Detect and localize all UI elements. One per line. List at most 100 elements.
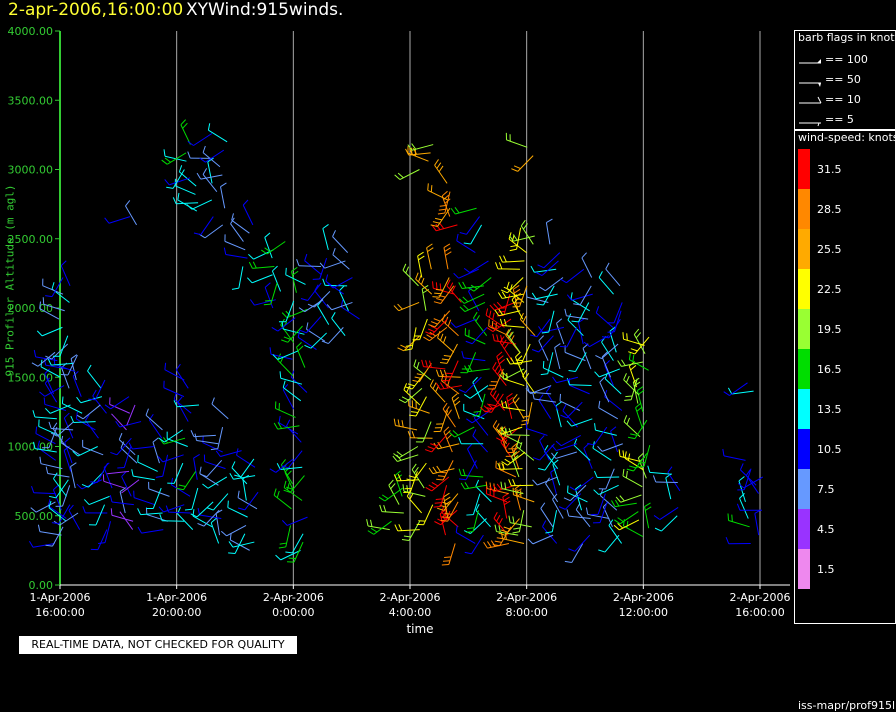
colorbar-row: 19.5 [795, 309, 896, 349]
wind-barb-flag [541, 503, 545, 509]
wind-barb [64, 450, 71, 471]
wind-barb-flag [160, 514, 162, 521]
wind-barb [35, 417, 57, 419]
wind-barb-flag [461, 483, 465, 489]
x-tick-label: 8:00:00 [505, 606, 547, 619]
colorbar-row: 7.5 [795, 469, 896, 509]
wind-barb [294, 542, 303, 562]
wind-barb [605, 379, 621, 394]
wind-barb-flag [567, 509, 569, 516]
wind-barb-flag [624, 400, 631, 401]
wind-barb-flag [339, 286, 344, 291]
wind-barb-flag [467, 444, 472, 449]
wind-barb [205, 150, 223, 162]
wind-barb-flag [473, 429, 476, 435]
wind-barb-flag [197, 173, 201, 179]
wind-barb-flag [436, 290, 443, 291]
wind-barb-flag [514, 166, 520, 169]
wind-barb-flag [444, 557, 451, 558]
colorbar-swatch [798, 189, 810, 229]
wind-barb-flag [467, 528, 474, 529]
flag-10: == 10 [797, 91, 895, 111]
flag-5-label: == 5 [825, 113, 854, 126]
wind-barb-flag [221, 531, 226, 536]
wind-barb-flag [36, 427, 37, 434]
wind-barb-flag [595, 355, 601, 358]
wind-barb-flag [71, 463, 77, 467]
wind-barb-flag [476, 315, 480, 321]
wind-barb-flag [489, 311, 490, 318]
flag-50: == 50 [797, 71, 895, 91]
wind-barb-flag [188, 152, 190, 159]
wind-barb-flag [183, 123, 188, 128]
wind-barb-flag [37, 331, 42, 336]
wind-barb [467, 352, 475, 372]
colorbar-swatch [798, 269, 810, 309]
x-axis-title: time [380, 622, 460, 636]
wind-barb [399, 302, 419, 310]
wind-barb-flag [620, 496, 625, 501]
wind-barb [341, 307, 359, 319]
wind-barb-flag [428, 329, 434, 332]
wind-barb-flag [530, 335, 537, 337]
wind-barb [572, 419, 593, 426]
wind-barb-flag [173, 197, 176, 203]
wind-barb-flag [457, 234, 458, 241]
wind-barb-flag [559, 507, 565, 510]
wind-barb [544, 253, 560, 268]
wind-barb-flag [541, 374, 548, 375]
wind-barb-flag [464, 243, 471, 244]
wind-barb-flag [510, 249, 517, 250]
wind-barb [265, 237, 272, 258]
wind-barb [73, 376, 81, 396]
wind-barb [299, 266, 321, 267]
plot-datetime: 2-apr-2006,16:00:00 [8, 0, 183, 20]
wind-barb-flag [442, 359, 449, 360]
flag-100: == 100 [797, 51, 895, 71]
wind-barb [416, 279, 432, 294]
wind-barb-flag [371, 520, 372, 527]
wind-barb-flag [627, 521, 628, 528]
wind-barb-flag [602, 337, 609, 338]
wind-barb-flag [394, 306, 399, 311]
wind-barb-flag [435, 503, 442, 504]
wind-barb-flag [504, 527, 511, 529]
y-axis-title: 915 Profiler Altitude (m agl) [4, 217, 17, 377]
wind-barb [668, 472, 680, 490]
wind-barb [556, 323, 563, 344]
wind-barb-flag [498, 356, 503, 361]
wind-barb [134, 498, 155, 505]
wind-barb [212, 404, 228, 419]
wind-barb-flag [618, 523, 623, 528]
wind-barb [656, 482, 678, 483]
wind-barb-flag [600, 377, 605, 382]
wind-barb-flag [436, 298, 443, 300]
wind-barb [588, 514, 610, 518]
wind-barb-flag [497, 335, 499, 342]
wind-barb [169, 512, 191, 513]
wind-barb-flag [232, 461, 235, 467]
wind-barb-flag [513, 516, 514, 523]
colorbar-swatch [798, 229, 810, 269]
wind-barb-flag [453, 431, 458, 436]
wind-barb [466, 377, 482, 392]
wind-barb [609, 525, 622, 543]
wind-barb [416, 397, 426, 416]
wind-barb [267, 242, 285, 254]
wind-barb-flag [505, 401, 507, 408]
wind-barb [599, 485, 619, 494]
wind-barb-flag [403, 484, 404, 491]
wind-barb-flag [493, 391, 496, 397]
wind-barb [193, 133, 211, 145]
wind-barb [306, 316, 321, 332]
wind-barb-flag [53, 473, 57, 479]
wind-barb [231, 224, 244, 242]
wind-barb-flag [368, 531, 374, 535]
wind-barb-flag [497, 515, 500, 521]
wind-barb [583, 348, 591, 369]
wind-barb [473, 318, 486, 336]
wind-barb-flag [447, 434, 452, 439]
wind-barb [575, 535, 590, 551]
wind-barb-flag [286, 268, 287, 275]
wind-barb-flag [434, 506, 441, 507]
